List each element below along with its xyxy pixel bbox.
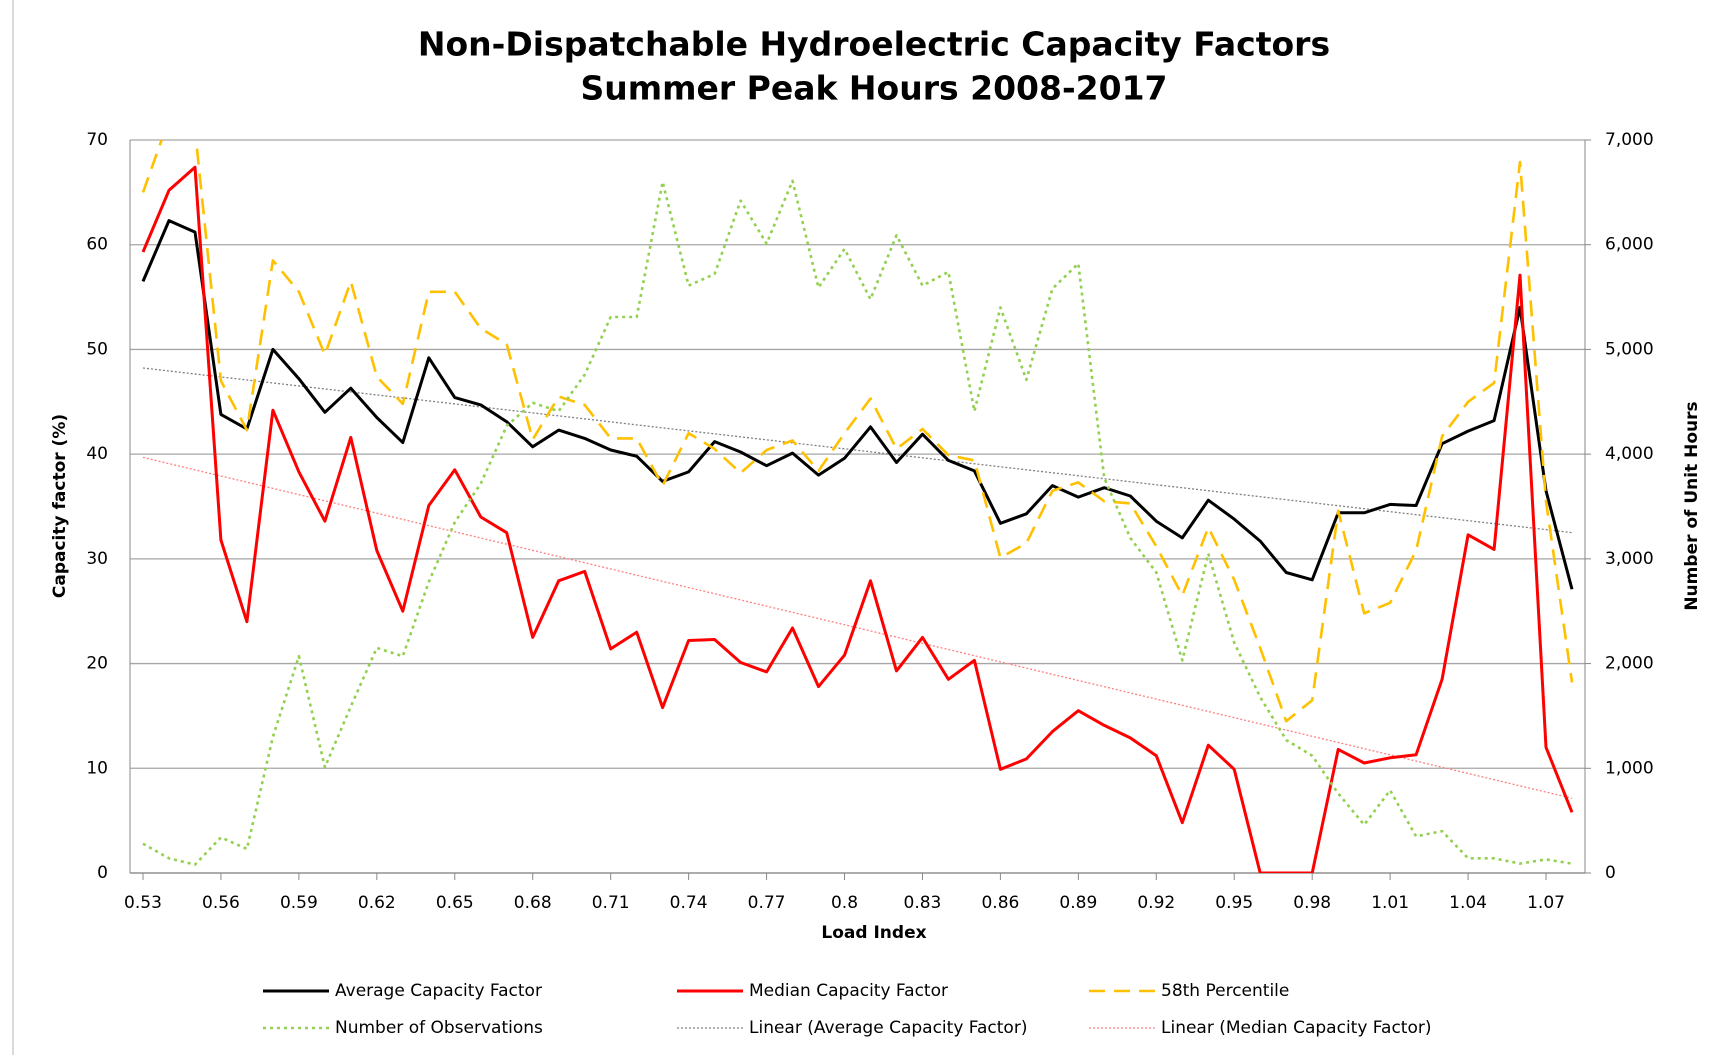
- y2-tick-label: 4,000: [1605, 444, 1654, 464]
- x-tick-label: 0.59: [280, 893, 318, 913]
- x-tick-label: 0.86: [981, 893, 1019, 913]
- series-line: [141, 219, 1574, 590]
- x-tick-label: 0.62: [358, 893, 396, 913]
- x-tick-label: 0.83: [904, 893, 942, 913]
- x-tick-label: 1.04: [1449, 893, 1487, 913]
- x-tick-label: 1.07: [1527, 893, 1565, 913]
- chart-subtitle: Summer Peak Hours 2008-2017: [580, 69, 1167, 108]
- series-line: [141, 165, 1574, 873]
- x-tick-label: 0.77: [748, 893, 786, 913]
- legend-label: Linear (Median Capacity Factor): [1161, 1018, 1431, 1038]
- x-tick-label: 0.89: [1059, 893, 1097, 913]
- legend-label: 58th Percentile: [1161, 981, 1289, 1001]
- x-tick-label: 0.65: [436, 893, 474, 913]
- y2-tick-label: 5,000: [1605, 339, 1654, 359]
- y2-tick-label: 0: [1605, 863, 1616, 883]
- y-tick-label: 70: [86, 130, 108, 150]
- y2-axis-title: Number of Unit Hours: [1682, 401, 1702, 610]
- x-axis-title: Load Index: [821, 923, 926, 943]
- y-tick-label: 20: [86, 654, 108, 674]
- legend-label: Average Capacity Factor: [335, 981, 542, 1001]
- y2-tick-label: 3,000: [1605, 549, 1654, 569]
- x-tick-label: 0.8: [831, 893, 858, 913]
- series-line: [141, 140, 1574, 723]
- x-tick-label: 0.98: [1293, 893, 1331, 913]
- y-tick-label: 30: [86, 549, 108, 569]
- chart-title: Non-Dispatchable Hydroelectric Capacity …: [418, 25, 1330, 64]
- y2-tick-label: 6,000: [1605, 235, 1654, 255]
- y-tick-label: 0: [97, 863, 108, 883]
- x-tick-label: 1.01: [1371, 893, 1409, 913]
- y2-tick-label: 2,000: [1605, 654, 1654, 674]
- plot-area: [141, 140, 1574, 873]
- y-tick-label: 10: [86, 758, 108, 778]
- x-tick-label: 0.74: [670, 893, 708, 913]
- y-axis-title: Capacity factor (%): [50, 414, 70, 598]
- y-tick-label: 40: [86, 444, 108, 464]
- y2-tick-label: 7,000: [1605, 130, 1654, 150]
- legend-label: Number of Observations: [335, 1018, 543, 1038]
- x-tick-label: 0.92: [1137, 893, 1175, 913]
- x-tick-label: 0.56: [202, 893, 240, 913]
- trendline: [142, 456, 1573, 799]
- legend-label: Linear (Average Capacity Factor): [749, 1018, 1027, 1038]
- x-tick-label: 0.53: [124, 893, 162, 913]
- y-tick-label: 50: [86, 339, 108, 359]
- chart-frame: [12, 0, 1721, 1055]
- x-tick-label: 0.68: [514, 893, 552, 913]
- y-tick-label: 60: [86, 235, 108, 255]
- legend-label: Median Capacity Factor: [749, 981, 948, 1001]
- x-tick-label: 0.71: [592, 893, 630, 913]
- y2-tick-label: 1,000: [1605, 758, 1654, 778]
- x-tick-label: 0.95: [1215, 893, 1253, 913]
